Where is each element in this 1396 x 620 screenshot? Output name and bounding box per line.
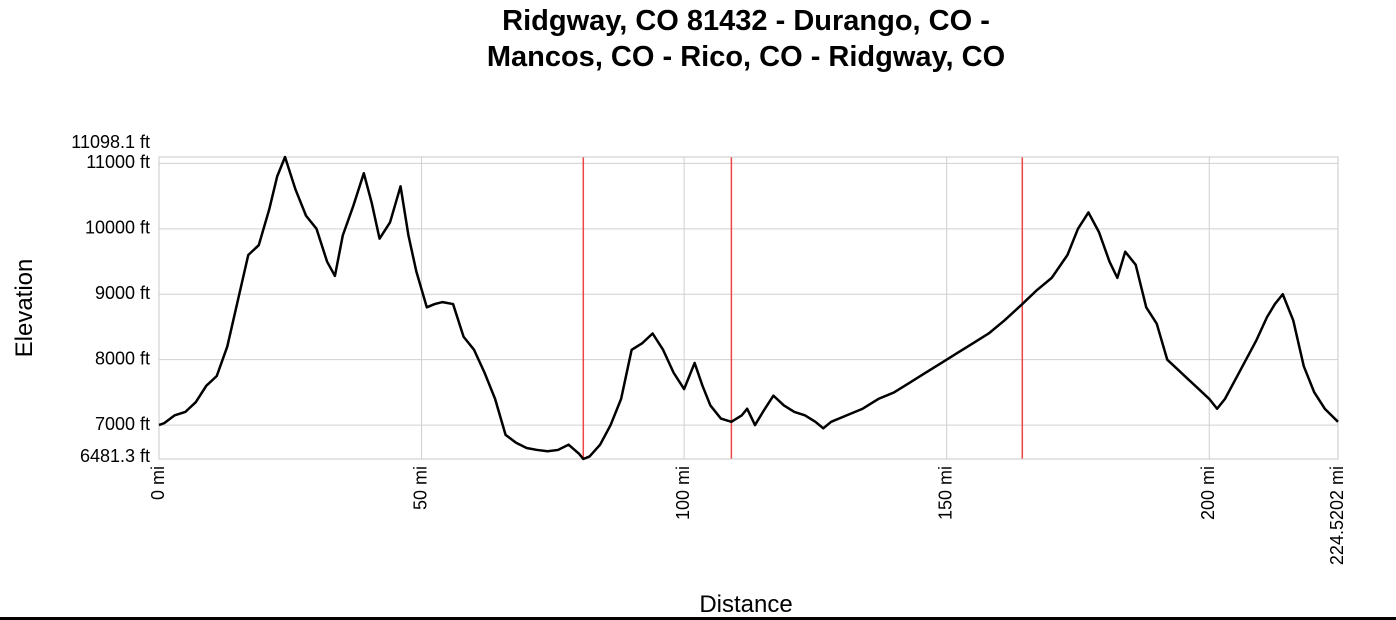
x-tick-label: 50 mi (410, 466, 430, 510)
y-tick-label: 7000 ft (95, 414, 150, 434)
y-axis-label: Elevation (11, 259, 38, 358)
y-tick-label: 9000 ft (95, 283, 150, 303)
x-axis-label: Distance (699, 591, 792, 618)
chart-title: Ridgway, CO 81432 - Durango, CO - Mancos… (487, 5, 1005, 73)
y-tick-label: 10000 ft (85, 218, 150, 238)
elevation-profile-line (158, 155, 1339, 461)
x-tick-label: 150 mi (935, 466, 955, 520)
x-tick-label: 100 mi (673, 466, 693, 520)
x-tick-label: 0 mi (148, 466, 168, 500)
x-tick-label: 200 mi (1198, 466, 1218, 520)
x-tick-label: 224.5202 mi (1327, 466, 1347, 565)
chart-title-line-2: Mancos, CO - Rico, CO - Ridgway, CO (487, 41, 1005, 73)
waypoint-layer (582, 157, 1024, 459)
y-tick-label: 11000 ft (86, 152, 150, 172)
series-layer (158, 155, 1339, 461)
grid-layer (159, 157, 1338, 459)
y-max-label: 11098.1 ft (71, 132, 150, 152)
plot-frame (158, 156, 1339, 460)
chart-title-line-1: Ridgway, CO 81432 - Durango, CO - (502, 5, 990, 37)
y-tick-label: 8000 ft (95, 348, 150, 368)
y-min-label: 6481.3 ft (80, 446, 150, 466)
bottom-border (0, 617, 1396, 620)
y-axis-ticks: 7000 ft 8000 ft 9000 ft 10000 ft 11000 ft 648… (71, 132, 150, 466)
x-axis-ticks: 0 mi 50 mi 100 mi 150 mi 200 mi 224.5202 mi (148, 466, 1347, 565)
